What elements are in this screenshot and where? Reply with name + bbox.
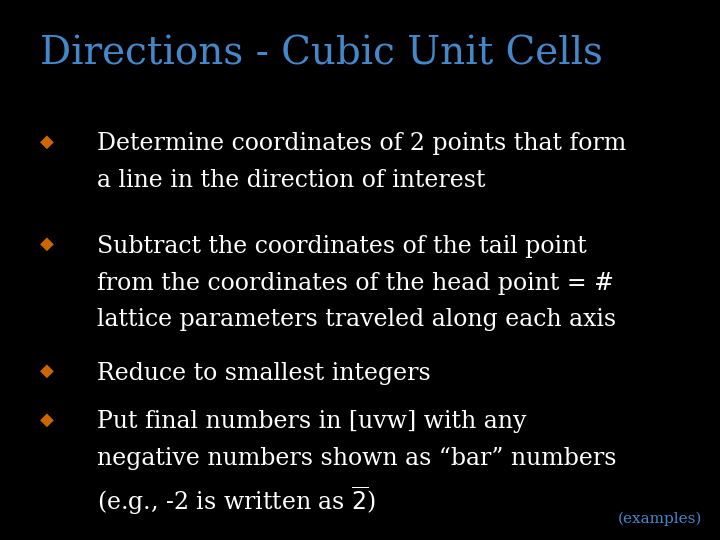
Text: from the coordinates of the head point = #: from the coordinates of the head point =… [97,272,614,295]
Text: a line in the direction of interest: a line in the direction of interest [97,169,486,192]
Text: Reduce to smallest integers: Reduce to smallest integers [97,362,431,385]
Text: ◆: ◆ [40,132,53,150]
Text: Directions - Cubic Unit Cells: Directions - Cubic Unit Cells [40,35,603,72]
Text: ◆: ◆ [40,235,53,253]
Text: ◆: ◆ [40,410,53,428]
Text: (examples): (examples) [618,512,702,526]
Text: Subtract the coordinates of the tail point: Subtract the coordinates of the tail poi… [97,235,587,258]
Text: ◆: ◆ [40,362,53,380]
Text: lattice parameters traveled along each axis: lattice parameters traveled along each a… [97,308,616,332]
Text: negative numbers shown as “bar” numbers: negative numbers shown as “bar” numbers [97,447,617,470]
Text: Determine coordinates of 2 points that form: Determine coordinates of 2 points that f… [97,132,626,156]
Text: Put final numbers in [uvw] with any: Put final numbers in [uvw] with any [97,410,527,434]
Text: (e.g., -2 is written as $\overline{2}$): (e.g., -2 is written as $\overline{2}$) [97,484,376,517]
